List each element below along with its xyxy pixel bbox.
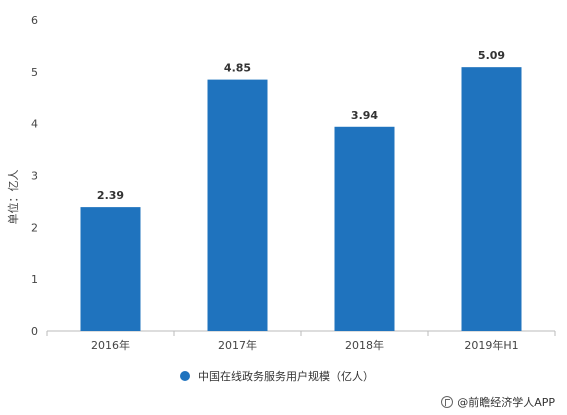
- y-tick-label: 6: [31, 14, 38, 27]
- bar-value-label: 4.85: [224, 62, 251, 75]
- y-tick-label: 5: [31, 66, 38, 79]
- legend-marker: [180, 371, 190, 381]
- bar: [80, 207, 141, 331]
- bar-value-label: 5.09: [478, 49, 505, 62]
- y-tick-label: 1: [31, 273, 38, 286]
- x-axis-ticks: 2016年 2017年 2018年 2019年H1: [46, 331, 556, 352]
- y-axis-ticks: 0 1 2 3 4 5 6: [31, 14, 38, 338]
- app-logo-icon: [441, 396, 454, 408]
- bar-value-label: 3.94: [351, 109, 378, 122]
- bar: [207, 79, 268, 331]
- legend-label: 中国在线政务服务用户规模（亿人）: [198, 370, 374, 383]
- y-tick-label: 3: [31, 170, 38, 183]
- y-axis-title: 单位：亿人: [6, 170, 20, 225]
- y-tick-label: 4: [31, 118, 38, 131]
- source-credit: @前瞻经济学人APP: [441, 394, 555, 410]
- x-tick-label: 2016年: [91, 338, 130, 352]
- x-tick-label: 2019年H1: [464, 338, 518, 352]
- bar-value-label: 2.39: [97, 189, 124, 202]
- x-tick-label: 2018年: [345, 338, 384, 352]
- bar: [461, 67, 522, 331]
- legend: 中国在线政务服务用户规模（亿人）: [180, 368, 374, 384]
- bars: 2.39 4.85 3.94 5.09: [80, 49, 522, 331]
- x-tick-label: 2017年: [218, 338, 257, 352]
- source-credit-text: @前瞻经济学人APP: [457, 396, 555, 409]
- y-tick-label: 0: [31, 325, 38, 338]
- bar: [334, 126, 395, 331]
- y-tick-label: 2: [31, 221, 38, 234]
